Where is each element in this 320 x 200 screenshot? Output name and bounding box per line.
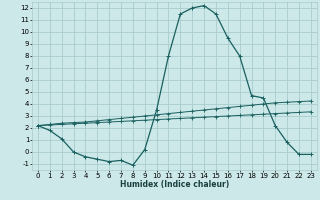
X-axis label: Humidex (Indice chaleur): Humidex (Indice chaleur): [120, 180, 229, 189]
